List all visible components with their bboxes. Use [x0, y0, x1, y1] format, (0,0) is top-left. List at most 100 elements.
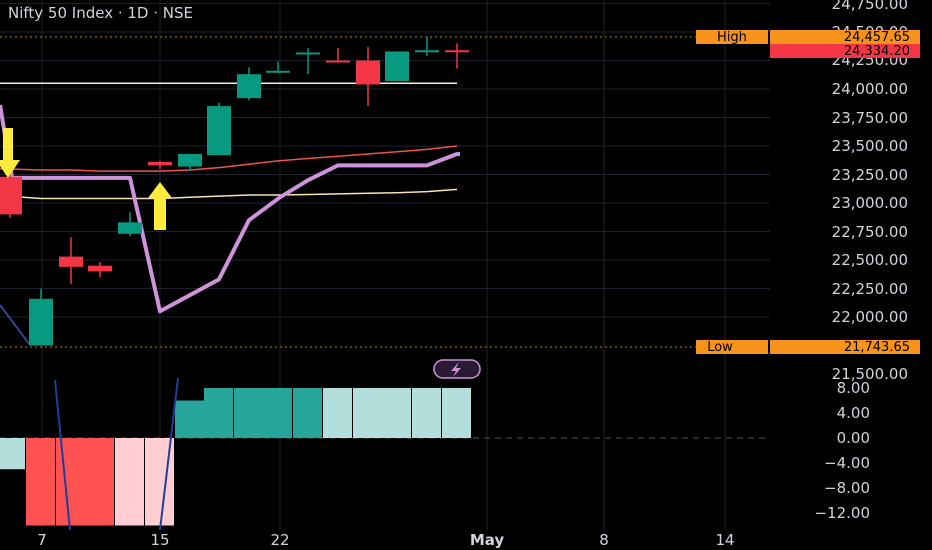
- chart-title: Nifty 50 Index · 1D · NSE: [8, 4, 194, 22]
- candle-body: [385, 51, 409, 82]
- candle-body: [445, 50, 469, 53]
- candle-body: [266, 70, 290, 73]
- price-tick-label: 23,250.00: [832, 166, 908, 184]
- candle: [178, 153, 202, 172]
- reference-lines: [0, 36, 770, 348]
- price-tick-label: 23,000.00: [832, 194, 908, 212]
- signal-line-up: [159, 377, 179, 531]
- candle-body: [237, 74, 261, 99]
- moving-average-red: [0, 145, 458, 172]
- oscillator-tick-label: 8.00: [837, 379, 870, 397]
- candle: [266, 61, 290, 74]
- sell-arrow-icon: [0, 128, 20, 178]
- oscillator-tick-label: 0.00: [837, 429, 870, 447]
- candle: [29, 288, 53, 346]
- histogram-bar: [204, 388, 233, 438]
- signal-line-down: [54, 379, 71, 531]
- histogram-bar: [85, 438, 114, 526]
- buy-arrow-icon: [148, 182, 172, 230]
- histogram-bar: [323, 388, 352, 438]
- candle-body: [29, 298, 53, 346]
- moving-averages: [0, 82, 460, 346]
- candle-body: [148, 161, 172, 166]
- price-tick-label: 24,000.00: [832, 80, 908, 98]
- low-label: Low: [707, 340, 733, 355]
- histogram-bar: [115, 438, 144, 526]
- candle-body: [356, 60, 380, 85]
- time-tick-label: 15: [150, 531, 169, 549]
- high-value-box: [770, 30, 920, 44]
- price-tick-label: 22,250.00: [832, 280, 908, 298]
- candle: [118, 212, 142, 237]
- candle-body: [59, 256, 83, 267]
- low-value: 21,743.65: [844, 340, 910, 355]
- oscillator-pane: [0, 377, 770, 531]
- candle-body: [118, 222, 142, 234]
- time-tick-label: 7: [37, 531, 47, 549]
- candle: [296, 47, 320, 75]
- high-value: 24,457.65: [844, 30, 910, 45]
- candle-body: [296, 52, 320, 55]
- histogram-bar: [382, 388, 411, 438]
- candle: [148, 160, 172, 169]
- histogram-bar: [412, 388, 441, 438]
- candle-body: [326, 60, 350, 63]
- time-tick-label: May: [470, 531, 505, 549]
- price-tick-label: 22,000.00: [832, 308, 908, 326]
- histogram-bar: [56, 438, 85, 526]
- high-label-box: [696, 30, 768, 44]
- last-price-value-box: [770, 44, 920, 58]
- signal-arrows: [0, 128, 172, 230]
- histogram-bar: [175, 400, 204, 438]
- price-tick-label: 22,500.00: [832, 251, 908, 269]
- candle: [385, 51, 409, 82]
- histogram-bar: [353, 388, 382, 438]
- price-tick-label: 22,750.00: [832, 223, 908, 241]
- lightning-icon[interactable]: [433, 359, 481, 379]
- candle: [237, 67, 261, 101]
- low-label-box: [696, 340, 768, 354]
- candle-body: [88, 265, 112, 272]
- grid: [0, 0, 770, 530]
- candle-body: [0, 176, 22, 215]
- time-tick-label: 14: [715, 531, 734, 549]
- moving-average-yellow: [0, 188, 458, 200]
- candle: [207, 102, 231, 156]
- candle-body: [207, 106, 231, 156]
- histogram-bar: [26, 438, 55, 526]
- time-tick-label: 22: [270, 531, 289, 549]
- histogram-bar: [442, 388, 471, 438]
- candle: [415, 36, 439, 56]
- candle: [88, 262, 112, 278]
- candle: [356, 46, 380, 107]
- time-tick-label: 8: [599, 531, 609, 549]
- oscillator-tick-label: −4.00: [824, 454, 870, 472]
- histogram-bar: [263, 388, 292, 438]
- candle: [326, 47, 350, 63]
- price-tick-label: 23,500.00: [832, 137, 908, 155]
- histogram-bar: [234, 388, 263, 438]
- histogram-bar: [0, 438, 25, 470]
- candle-body: [415, 50, 439, 53]
- oscillator-tick-label: −12.00: [814, 504, 870, 522]
- candle: [59, 237, 83, 284]
- time-axis[interactable]: 7 15 22 May 8 14: [37, 531, 734, 549]
- indicator-line-blue: [0, 304, 31, 346]
- oscillator-axis[interactable]: 8.00 4.00 0.00 −4.00 −8.00 −12.00: [814, 379, 870, 522]
- trailing-stop-line: [0, 104, 460, 314]
- histogram-bar: [293, 388, 322, 438]
- price-tick-label: 23,750.00: [832, 109, 908, 127]
- price-tick-label: 24,750.00: [832, 0, 908, 13]
- candle-body: [178, 153, 202, 167]
- oscillator-tick-label: 4.00: [837, 404, 870, 422]
- low-value-box: [770, 340, 920, 354]
- price-tick-label: 21,500.00: [832, 365, 908, 383]
- last-price-value: 24,334.20: [844, 44, 910, 59]
- oscillator-tick-label: −8.00: [824, 479, 870, 497]
- candles[interactable]: [0, 36, 469, 346]
- candle: [445, 43, 469, 69]
- lightning-glyph: [451, 362, 461, 377]
- high-label: High: [717, 30, 747, 45]
